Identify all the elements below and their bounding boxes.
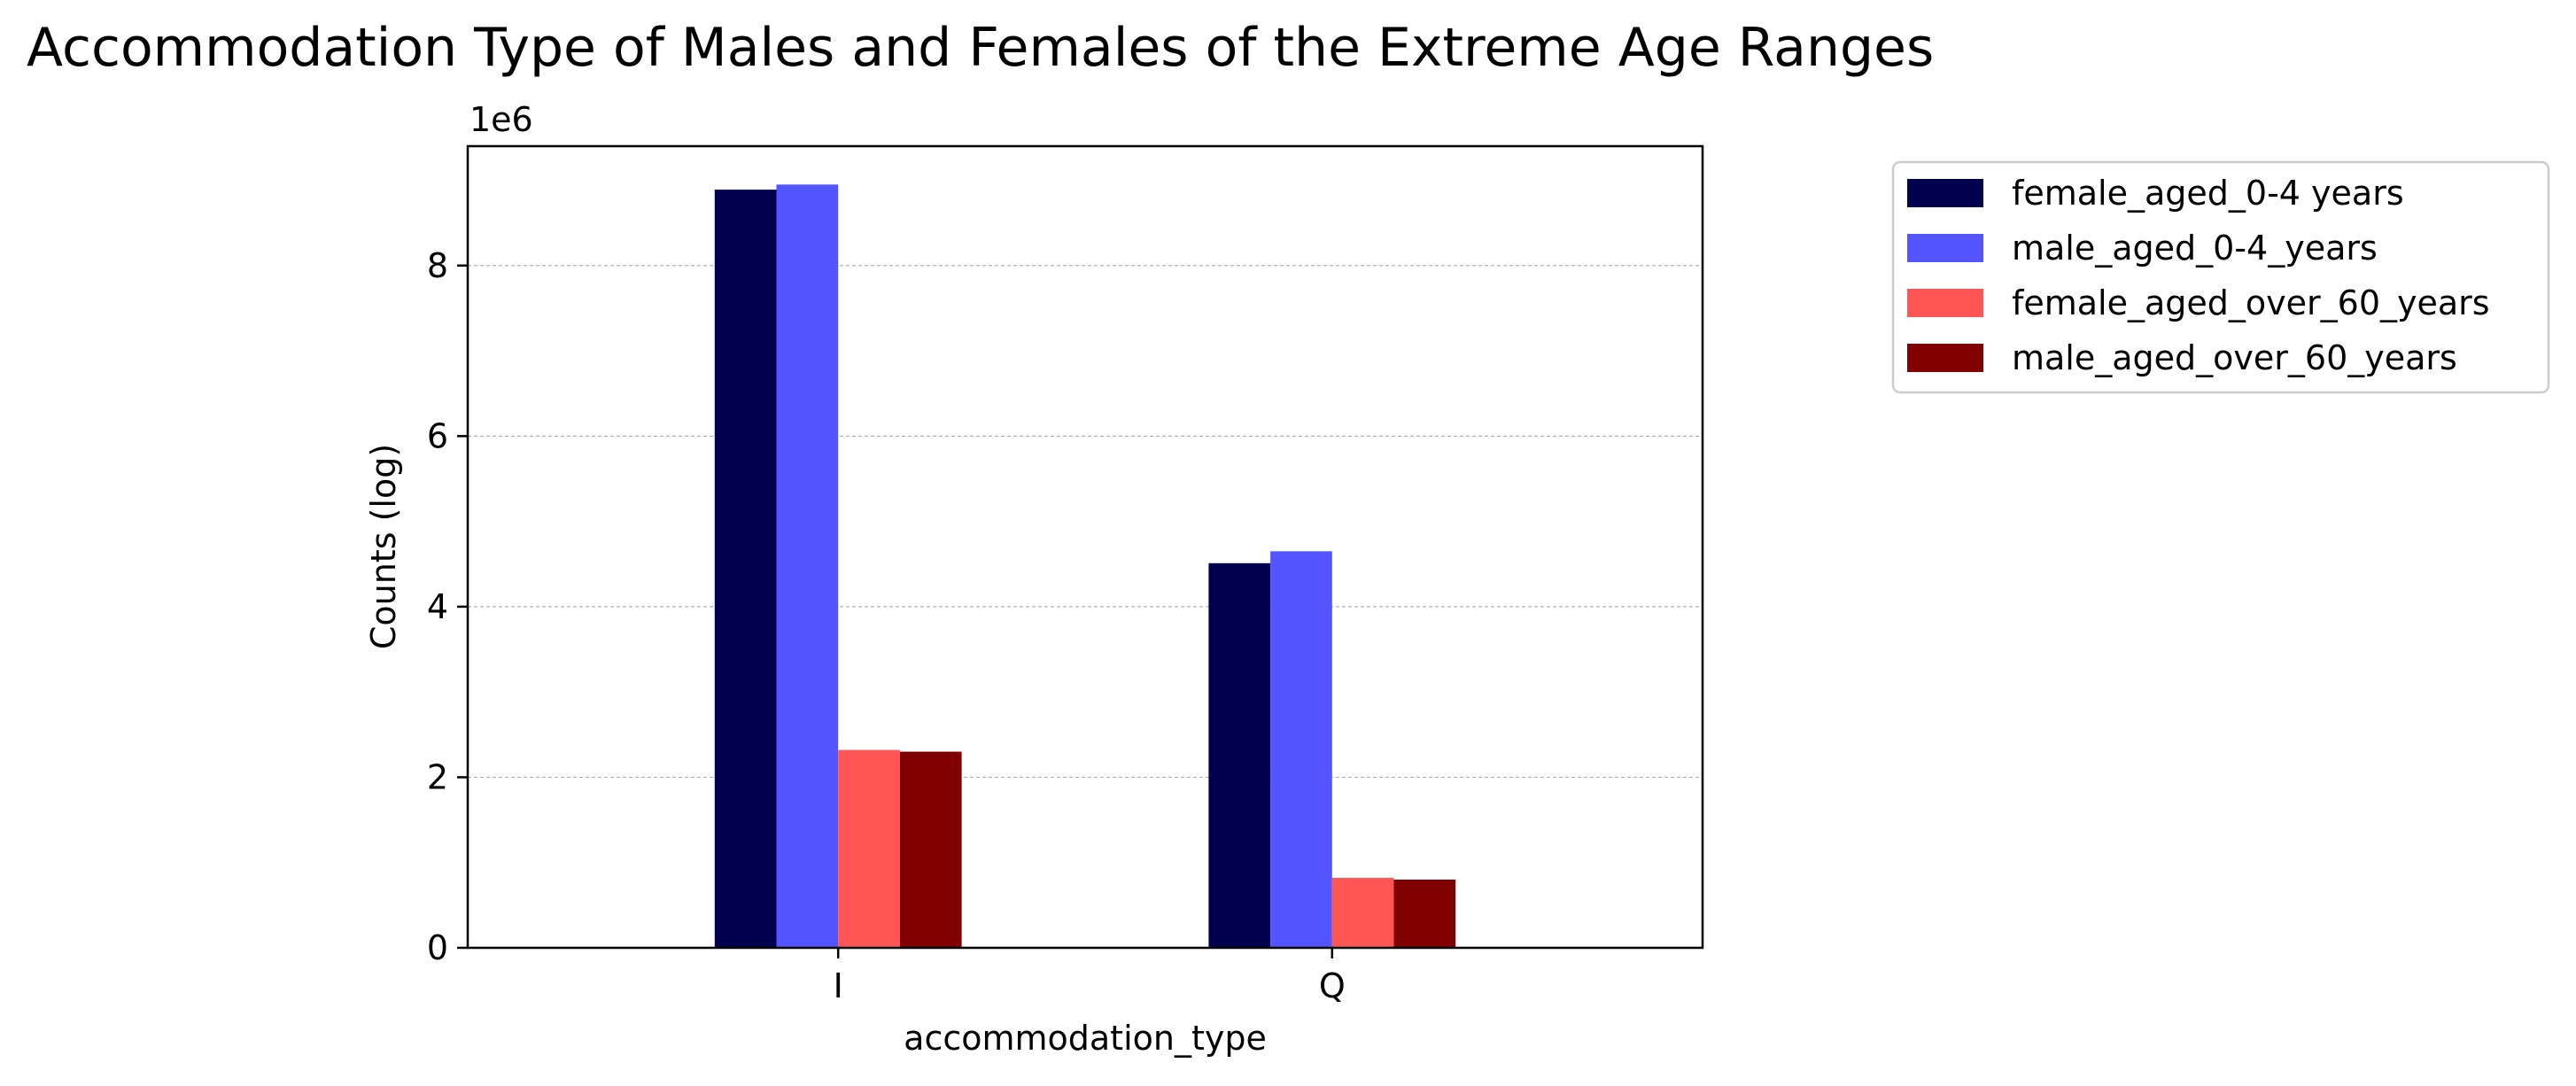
x-tick-label: I [834, 966, 843, 1005]
bar-Q-3 [1331, 878, 1394, 948]
y-axis-offset-label: 1e6 [469, 100, 533, 139]
y-axis-ticks: 0 2 4 6 8 [427, 246, 468, 967]
y-axis-label: Counts (log) [364, 444, 403, 649]
y-tick-label: 8 [427, 246, 448, 285]
bars [714, 184, 1456, 948]
grid-lines [468, 265, 1703, 779]
legend-frame [1891, 160, 2550, 394]
bar-Q-2 [1270, 551, 1332, 948]
y-tick-label: 6 [427, 416, 448, 455]
bar-Q-1 [1208, 562, 1271, 948]
legend-label: male_aged_0-4_years [2012, 229, 2378, 268]
y-tick-label: 4 [427, 587, 448, 626]
bar-I-4 [899, 751, 962, 948]
legend-swatch [1907, 179, 1983, 207]
legend-label: female_aged_0-4 years [2012, 174, 2404, 213]
legend-label: male_aged_over_60_years [2012, 338, 2457, 377]
legend-swatch [1907, 289, 1983, 317]
x-axis-label: accommodation_type [904, 1019, 1267, 1058]
legend-swatch [1907, 234, 1983, 262]
legend-label: female_aged_over_60_years [2012, 283, 2490, 322]
x-tick-label: Q [1319, 966, 1346, 1005]
chart-title: Accommodation Type of Males and Females … [27, 17, 1934, 79]
legend-items: female_aged_0-4 years male_aged_0-4_years… [1907, 174, 2490, 377]
legend-swatch [1907, 344, 1983, 372]
bar-Q-4 [1393, 879, 1456, 948]
bar-I-1 [714, 190, 777, 948]
y-tick-label: 2 [427, 757, 448, 796]
bar-I-2 [776, 184, 839, 948]
y-tick-label: 0 [427, 928, 448, 967]
plot-frame [466, 144, 1704, 950]
legend: female_aged_0-4 years male_aged_0-4_years… [1891, 160, 2550, 394]
bar-I-3 [838, 749, 900, 948]
